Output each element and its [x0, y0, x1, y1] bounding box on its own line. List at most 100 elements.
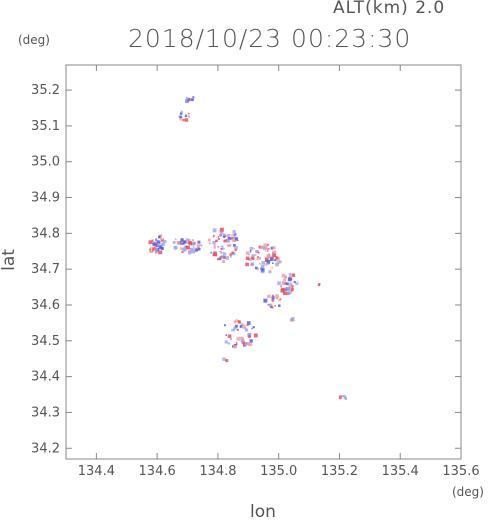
x-tick-label: 134.4: [78, 464, 115, 479]
data-point: [229, 256, 232, 258]
data-point: [278, 254, 282, 257]
data-point: [246, 324, 249, 327]
data-point: [249, 246, 254, 251]
data-point: [158, 250, 163, 255]
x-tick-label: 134.8: [199, 464, 236, 479]
data-point: [272, 253, 277, 258]
data-point: [208, 247, 213, 251]
data-point: [148, 240, 153, 245]
data-point: [275, 257, 279, 260]
data-point: [230, 255, 233, 258]
data-point: [245, 256, 250, 261]
data-point: [272, 250, 277, 255]
data-point: [269, 303, 273, 307]
data-point: [251, 257, 255, 260]
data-point: [182, 119, 185, 122]
x-tick-label: 135.2: [321, 464, 358, 479]
data-point: [247, 332, 252, 337]
data-point: [281, 273, 286, 278]
data-point: [263, 267, 268, 271]
data-point: [233, 341, 237, 345]
y-tick-label: 35.1: [31, 119, 60, 134]
data-point: [241, 329, 245, 333]
data-point: [240, 317, 245, 322]
data-point: [232, 238, 236, 242]
data-point: [159, 237, 164, 242]
data-point: [289, 282, 293, 286]
y-tick-label: 34.5: [31, 334, 60, 349]
data-point: [263, 246, 267, 251]
data-point: [272, 246, 276, 250]
data-point: [234, 248, 237, 251]
data-point: [208, 242, 211, 245]
data-point: [245, 342, 249, 346]
data-point: [223, 324, 226, 327]
data-point: [256, 264, 261, 268]
data-point: [196, 244, 201, 248]
data-point: [235, 324, 238, 328]
data-point: [293, 318, 296, 320]
data-point: [250, 262, 255, 266]
data-point: [278, 299, 281, 302]
data-point: [265, 257, 269, 262]
data-point: [186, 234, 189, 237]
data-point: [214, 235, 218, 239]
data-point: [285, 285, 289, 288]
data-point: [154, 251, 157, 254]
data-point: [220, 245, 225, 250]
data-point: [260, 245, 264, 250]
data-point: [223, 250, 227, 254]
data-point: [240, 336, 244, 340]
data-point: [251, 250, 254, 253]
data-point: [149, 248, 152, 251]
y-tick-label: 34.3: [31, 405, 60, 420]
data-point: [160, 246, 164, 250]
y-tick-label: 35.2: [31, 83, 60, 98]
data-point: [288, 272, 292, 276]
data-point: [268, 265, 273, 270]
data-point: [230, 329, 235, 334]
data-point: [187, 115, 191, 118]
data-point: [252, 326, 255, 329]
data-point: [163, 239, 167, 244]
data-point: [229, 253, 232, 256]
data-point: [254, 253, 257, 256]
data-point: [293, 286, 295, 288]
data-point: [215, 239, 218, 243]
data-point: [156, 240, 160, 244]
data-point: [184, 243, 188, 247]
data-point: [268, 270, 272, 274]
data-point: [197, 247, 201, 251]
data-point: [248, 265, 253, 270]
data-point: [343, 396, 347, 400]
data-point: [233, 320, 237, 324]
y-tick-label: 34.8: [31, 226, 60, 241]
data-point: [219, 234, 222, 237]
data-point: [286, 291, 290, 295]
data-point: [232, 233, 234, 236]
data-point: [156, 237, 161, 242]
data-point: [187, 112, 190, 115]
data-point: [174, 238, 177, 240]
data-point: [256, 256, 259, 259]
data-point: [183, 240, 187, 244]
data-point: [228, 243, 232, 247]
data-point: [161, 242, 165, 247]
data-point: [152, 247, 156, 251]
data-point: [248, 335, 251, 339]
data-point: [281, 282, 285, 286]
data-point: [286, 282, 289, 286]
data-point: [317, 283, 321, 287]
data-point: [180, 110, 183, 113]
data-point: [180, 238, 184, 242]
data-point: [223, 359, 227, 363]
data-point: [270, 305, 273, 309]
data-point: [245, 328, 249, 332]
data-point: [280, 285, 283, 288]
data-point: [255, 249, 258, 253]
data-point: [232, 235, 236, 238]
data-point: [223, 324, 228, 329]
data-point: [291, 285, 295, 288]
altitude-label: ALT(km) 2.0: [333, 0, 446, 18]
data-point: [225, 334, 228, 336]
